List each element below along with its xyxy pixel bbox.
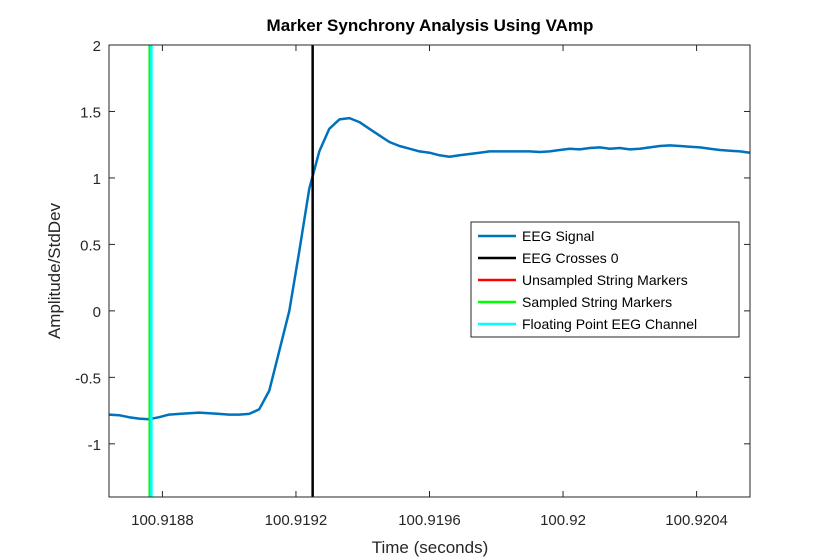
legend-label: Floating Point EEG Channel bbox=[522, 316, 697, 332]
legend-label: Unsampled String Markers bbox=[522, 272, 688, 288]
y-tick-label: 1 bbox=[93, 171, 101, 188]
legend-label: EEG Signal bbox=[522, 228, 594, 244]
x-tick-label: 100.9188 bbox=[131, 512, 194, 529]
axes-box bbox=[108, 44, 751, 498]
chart-title: Marker Synchrony Analysis Using VAmp bbox=[267, 16, 594, 35]
y-tick-label: -0.5 bbox=[75, 370, 101, 387]
legend-label: EEG Crosses 0 bbox=[522, 250, 619, 266]
y-tick-label: -1 bbox=[88, 437, 101, 454]
x-tick-label: 100.92 bbox=[540, 512, 586, 529]
x-tick-label: 100.9204 bbox=[665, 512, 728, 529]
legend-label: Sampled String Markers bbox=[522, 294, 672, 310]
y-tick-label: 0.5 bbox=[80, 237, 101, 254]
legend-entry-sampled-string-markers: Sampled String Markers bbox=[478, 294, 672, 310]
x-tick-label: 100.9196 bbox=[398, 512, 461, 529]
y-axis-label: Amplitude/StdDev bbox=[45, 202, 64, 339]
y-tick-label: 0 bbox=[93, 304, 101, 321]
legend: EEG Signal EEG Crosses 0 Unsampled Strin… bbox=[470, 221, 740, 338]
y-tick-label: 2 bbox=[93, 38, 101, 55]
legend-entry-eeg-signal: EEG Signal bbox=[478, 228, 594, 244]
legend-entry-eeg-crosses-0: EEG Crosses 0 bbox=[478, 250, 619, 266]
y-tick-label: 1.5 bbox=[80, 104, 101, 121]
chart-series bbox=[108, 45, 751, 497]
x-axis-label: Time (seconds) bbox=[372, 538, 489, 557]
legend-entry-unsampled-string-markers: Unsampled String Markers bbox=[478, 272, 688, 288]
legend-entry-floating-point-eeg-channel: Floating Point EEG Channel bbox=[478, 316, 697, 332]
series-line-eeg-signal bbox=[108, 116, 751, 421]
axis-tick-labels: 100.9188 100.9192 100.9196 100.92 100.9204 2 1… bbox=[75, 38, 728, 529]
x-tick-label: 100.9192 bbox=[265, 512, 328, 529]
